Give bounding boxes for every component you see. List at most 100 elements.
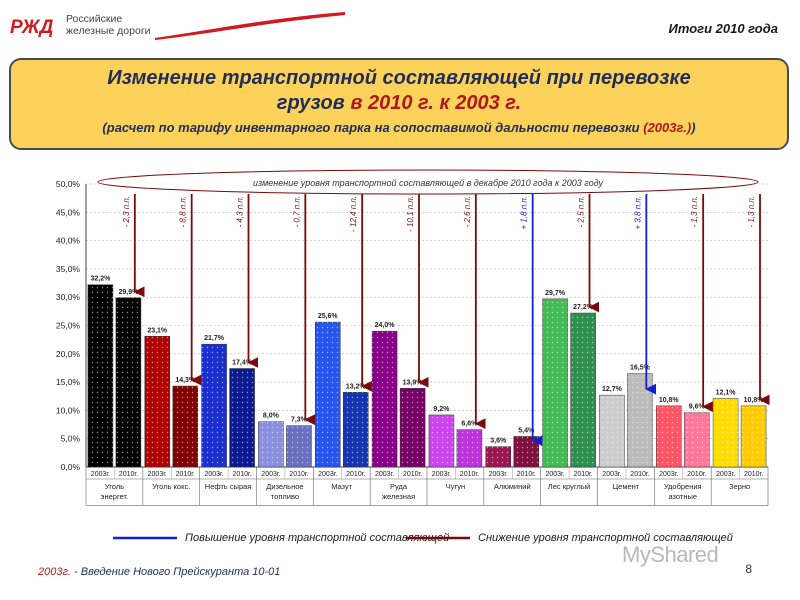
bar-texture <box>258 421 284 467</box>
red-swoosh-decoration <box>155 12 345 40</box>
title-line-2-part-2: в 2010 г. к 2003 г. <box>350 92 522 114</box>
bar-value-label: 6,6% <box>461 421 478 428</box>
legend-decrease-label: Снижение уровня транспортной составляюще… <box>478 532 733 544</box>
decrease-arrow-icon <box>406 536 470 540</box>
year-label: 2010г. <box>517 471 536 478</box>
y-tick-label: 45,0% <box>56 207 81 217</box>
watermark: MyShared <box>622 542 719 567</box>
logo-line-1: Российские <box>66 13 123 25</box>
category-label: азотные <box>668 492 697 501</box>
year-label: 2010г. <box>744 471 763 478</box>
category-label: Зерно <box>729 482 750 491</box>
category-label: энергет. <box>101 492 129 501</box>
category-label: Цемент <box>613 482 640 491</box>
bar-value-label: 27,2% <box>573 304 594 311</box>
subtitle-part-3: ) <box>691 120 696 135</box>
footnote: 2003г. - Введение Нового Прейскуранта 10… <box>38 566 280 578</box>
year-label: 2003г. <box>261 471 280 478</box>
category-label: Чугун <box>446 482 465 491</box>
change-label: - 4,3 п.п. <box>236 196 245 227</box>
year-label: 2010г. <box>289 471 308 478</box>
change-label: - 1,3 п.п. <box>690 196 699 227</box>
bar-value-label: 3,6% <box>490 438 507 445</box>
bar-texture <box>115 297 141 467</box>
y-tick-label: 20,0% <box>56 349 81 359</box>
category-label: Лес круглый <box>548 482 591 491</box>
bars <box>87 284 767 468</box>
y-tick-label: 40,0% <box>56 236 81 246</box>
bar-value-label: 9,6% <box>689 404 706 411</box>
year-label: 2003г. <box>148 471 167 478</box>
footnote-text: - Введение Нового Прейскуранта 10-01 <box>70 566 281 578</box>
bar-texture <box>456 429 482 467</box>
change-label: - 2,6 п.п. <box>463 196 472 227</box>
year-label: 2003г. <box>375 471 394 478</box>
annotation-oval: изменение уровня транспортной составляющ… <box>97 169 759 195</box>
y-tick-label: 10,0% <box>56 405 81 415</box>
change-label: - 12,4 п.п. <box>349 196 358 232</box>
bar-texture <box>144 336 170 467</box>
year-label: 2003г. <box>91 471 110 478</box>
change-label: + 3,8 п.п. <box>633 196 642 230</box>
bar-texture <box>201 344 227 467</box>
bar-texture <box>400 388 426 467</box>
bar-value-label: 8,0% <box>263 413 280 420</box>
bar-texture <box>87 284 113 467</box>
year-label: 2003г. <box>318 471 337 478</box>
logo-text: Российские железные дороги <box>66 13 151 37</box>
year-label: 2003г. <box>432 471 451 478</box>
bar-texture <box>684 412 710 467</box>
bar-value-label: 14,3% <box>175 377 196 384</box>
change-label: - 0,7 п.п. <box>292 196 301 227</box>
legend-increase-label: Повышение уровня транспортной составляющ… <box>185 532 450 544</box>
title-subtitle: (расчет по тарифу инвентарного парка на … <box>11 120 787 135</box>
page-number: 8 <box>745 562 752 576</box>
bar-texture <box>513 436 539 467</box>
year-label: 2010г. <box>403 471 422 478</box>
category-label: Алюминий <box>494 482 531 491</box>
bar-value-label: 16,5% <box>630 365 651 372</box>
logo-line-2: железные дороги <box>66 25 151 37</box>
bar-texture <box>428 414 454 467</box>
y-tick-label: 35,0% <box>56 264 81 274</box>
y-tick-label: 30,0% <box>56 292 81 302</box>
change-label: - 2,5 п.п. <box>577 196 586 227</box>
bar-texture <box>570 313 596 467</box>
bar-value-label: 25,6% <box>318 313 339 320</box>
y-tick-label: 0,0% <box>61 462 81 472</box>
year-label: 2003г. <box>204 471 223 478</box>
category-label: Руда <box>390 482 408 491</box>
bar-texture <box>485 446 511 467</box>
year-label: 2010г. <box>176 471 195 478</box>
bar-value-label: 24,0% <box>375 322 396 329</box>
y-axis-ticks: 0,0% 5,0% 10,0% 15,0% 20,0% 25,0% 30,0% 35,0% 40… <box>56 179 81 472</box>
category-label: Дизельное <box>266 482 303 491</box>
y-tick-label: 25,0% <box>56 321 81 331</box>
bar-texture <box>656 405 682 467</box>
year-label: 2010г. <box>573 471 592 478</box>
category-label: Уголь кокс. <box>152 482 190 491</box>
logo-letters: РЖД <box>10 17 54 38</box>
bar-value-label: 32,2% <box>90 276 111 283</box>
category-label: железная <box>382 492 415 501</box>
year-label: 2003г. <box>545 471 564 478</box>
title-line-2-part-1: грузов <box>276 92 345 114</box>
bar-value-label: 13,9% <box>403 379 424 386</box>
change-label: + 1,8 п.п. <box>520 196 529 230</box>
year-label: 2003г. <box>659 471 678 478</box>
y-tick-label: 5,0% <box>61 434 81 444</box>
year-label: 2003г. <box>716 471 735 478</box>
bar-texture <box>542 298 568 467</box>
bar-value-label: 12,7% <box>602 386 623 393</box>
rzd-logo-icon: РЖД <box>10 17 54 38</box>
bar-value-label: 10,8% <box>659 397 680 404</box>
bar-texture <box>343 392 369 467</box>
change-label: - 1,3 п.п. <box>747 196 756 227</box>
results-label: Итоги 2010 года <box>668 21 778 36</box>
bar-texture <box>315 322 341 467</box>
bar-texture <box>627 373 653 467</box>
category-label: топливо <box>271 492 299 501</box>
bar-value-label: 29,9% <box>118 289 139 296</box>
bar-texture <box>229 368 255 467</box>
year-label: 2003г. <box>489 471 508 478</box>
